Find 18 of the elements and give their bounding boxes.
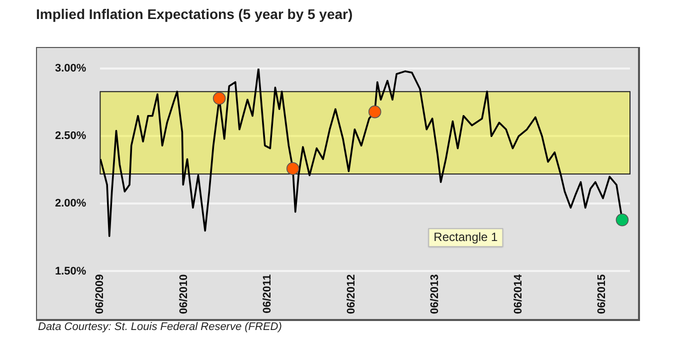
point: [286, 162, 300, 175]
x-tick-label: 06/2011: [261, 274, 274, 314]
x-tick-label: 06/2013: [428, 274, 441, 314]
x-tick-label: 06/2012: [345, 274, 358, 314]
x-tick-label: 06/2010: [178, 274, 190, 314]
point: [616, 214, 629, 226]
y-tick-label: 3.00%: [54, 62, 86, 75]
y-tick-label: 2.50%: [54, 130, 86, 142]
y-tick-label: 2.00%: [54, 198, 86, 210]
point: [212, 92, 226, 105]
text: Data Courtesy: St. Louis Federal Reserve (FRED): [38, 321, 282, 333]
chart-title: Implied Inflation Expectations (5 year by 5 year): [36, 6, 353, 22]
x-tick-label: 06/2015: [596, 274, 608, 314]
annotation: Rectangle 1: [434, 230, 498, 244]
x-tick-label: 06/2009: [94, 274, 106, 314]
x-tick-label: 06/2014: [512, 273, 524, 314]
y-tick-label: 1.50%: [54, 265, 86, 278]
point: [368, 105, 382, 118]
